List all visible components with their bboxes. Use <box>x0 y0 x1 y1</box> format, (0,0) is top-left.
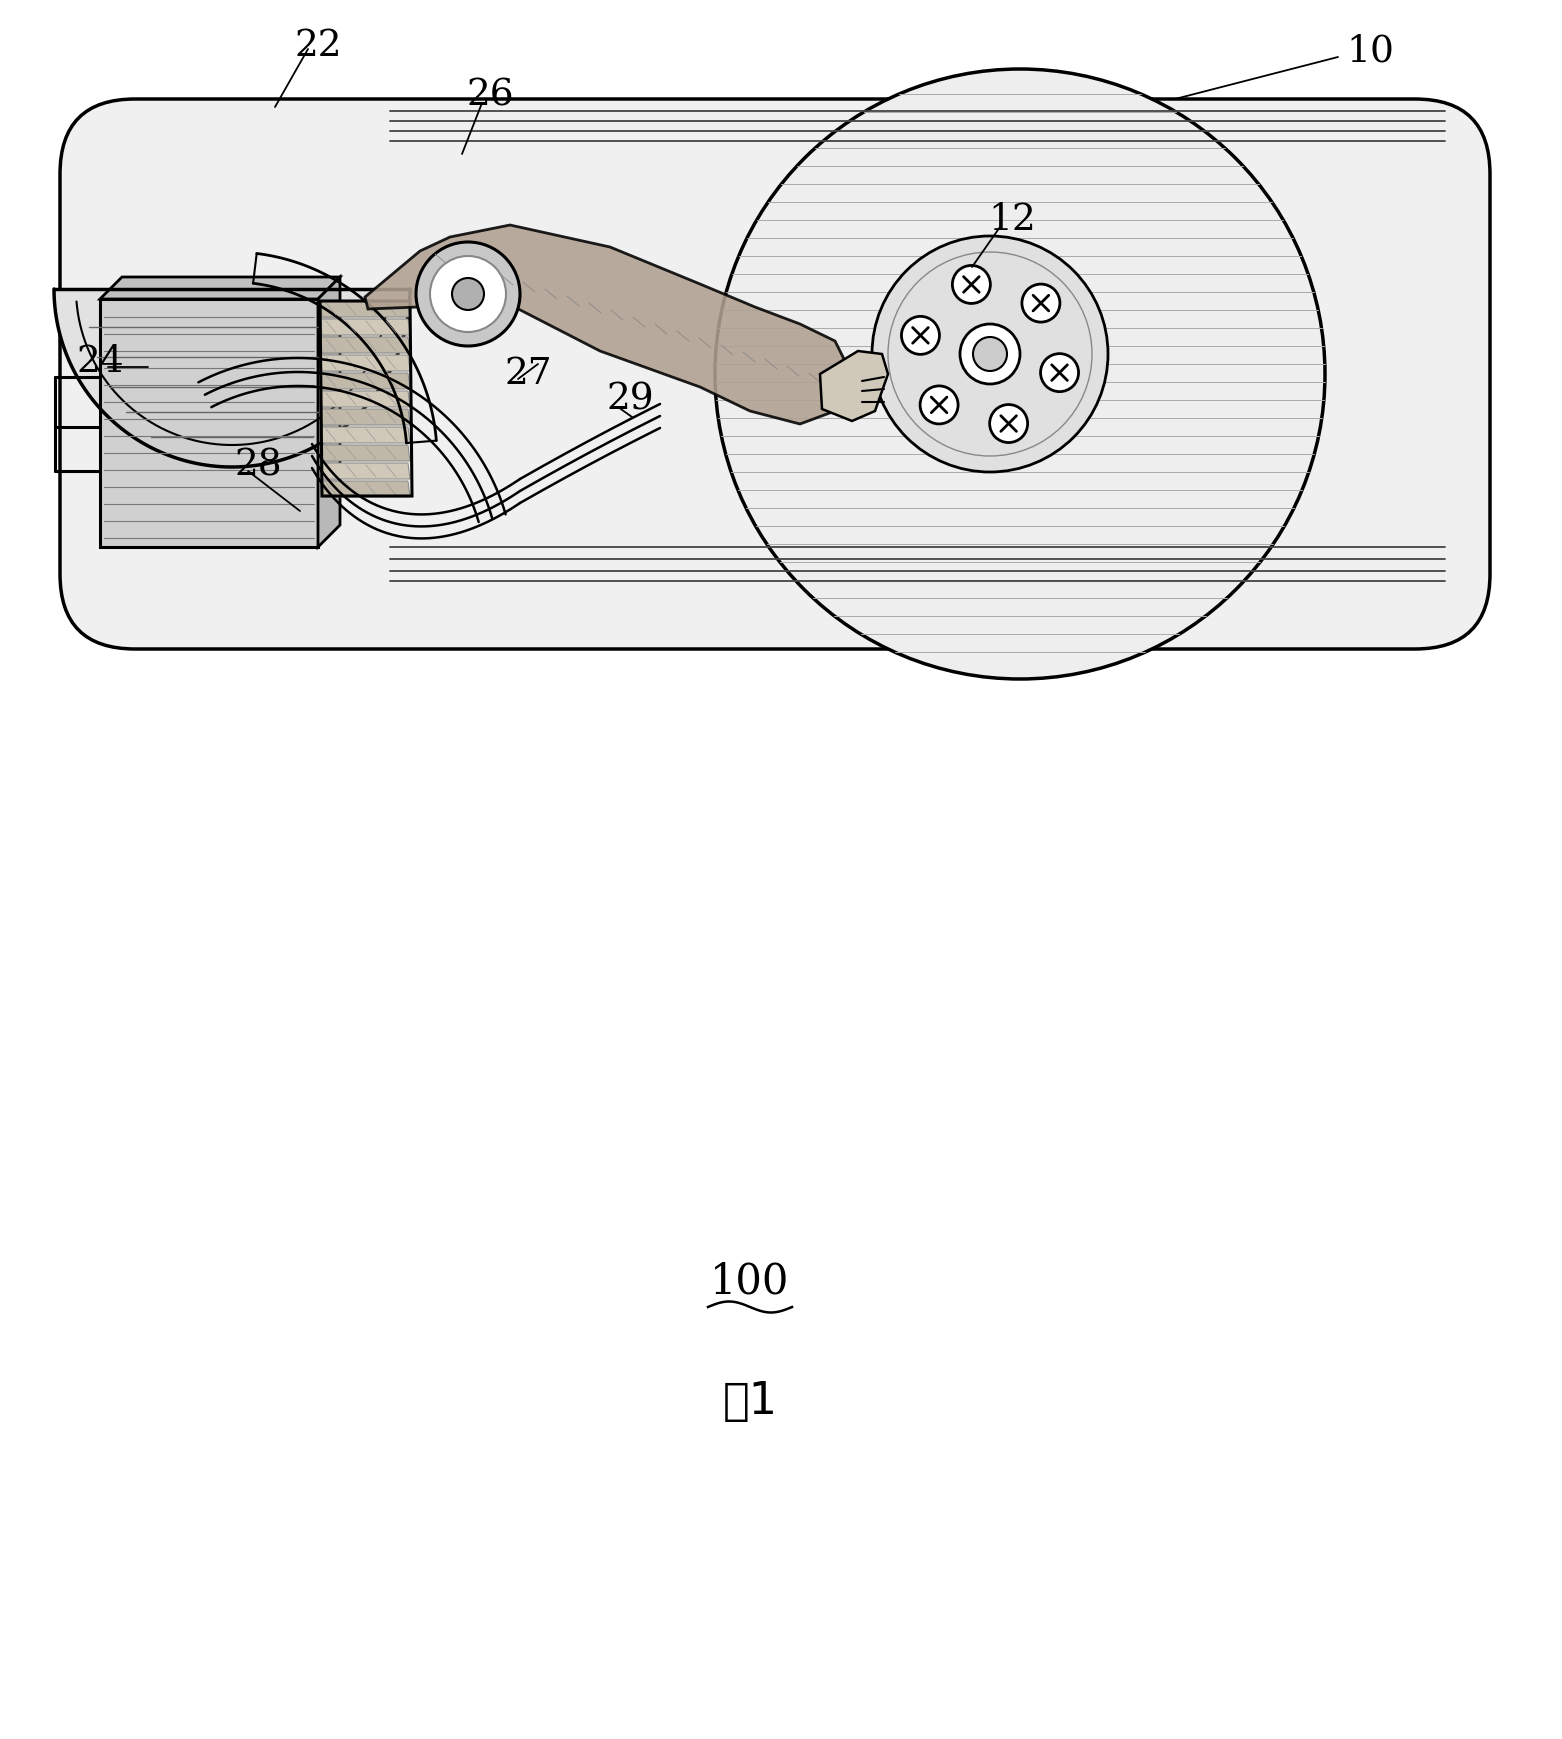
Polygon shape <box>320 320 409 336</box>
Polygon shape <box>366 226 850 424</box>
Circle shape <box>1022 285 1061 323</box>
Circle shape <box>430 257 506 332</box>
Polygon shape <box>320 410 409 426</box>
Text: 28: 28 <box>234 447 281 483</box>
Text: 22: 22 <box>294 28 342 64</box>
Circle shape <box>953 266 990 304</box>
Polygon shape <box>320 356 409 372</box>
Circle shape <box>1040 355 1078 393</box>
Polygon shape <box>55 290 409 468</box>
Polygon shape <box>320 337 409 353</box>
Polygon shape <box>320 391 409 407</box>
Polygon shape <box>320 428 409 443</box>
Circle shape <box>872 237 1107 473</box>
Polygon shape <box>320 464 409 480</box>
Circle shape <box>715 70 1325 680</box>
Circle shape <box>961 325 1020 384</box>
Polygon shape <box>320 303 409 318</box>
Polygon shape <box>320 374 409 390</box>
Polygon shape <box>320 445 409 463</box>
Text: 27: 27 <box>505 356 551 391</box>
Polygon shape <box>100 278 341 299</box>
Text: 12: 12 <box>989 202 1036 238</box>
Text: 10: 10 <box>1346 35 1393 70</box>
Circle shape <box>901 316 939 355</box>
Text: 图1: 图1 <box>723 1379 778 1423</box>
Text: 24: 24 <box>77 344 123 379</box>
Polygon shape <box>319 278 341 548</box>
Polygon shape <box>100 299 319 548</box>
Text: 29: 29 <box>606 383 654 417</box>
Circle shape <box>451 278 484 311</box>
Circle shape <box>973 337 1007 372</box>
Circle shape <box>920 386 958 424</box>
Circle shape <box>990 405 1028 443</box>
Polygon shape <box>320 482 409 497</box>
Text: 26: 26 <box>465 78 514 115</box>
Text: 100: 100 <box>711 1261 790 1303</box>
FancyBboxPatch shape <box>59 99 1490 650</box>
Polygon shape <box>820 351 889 423</box>
Circle shape <box>415 243 520 346</box>
